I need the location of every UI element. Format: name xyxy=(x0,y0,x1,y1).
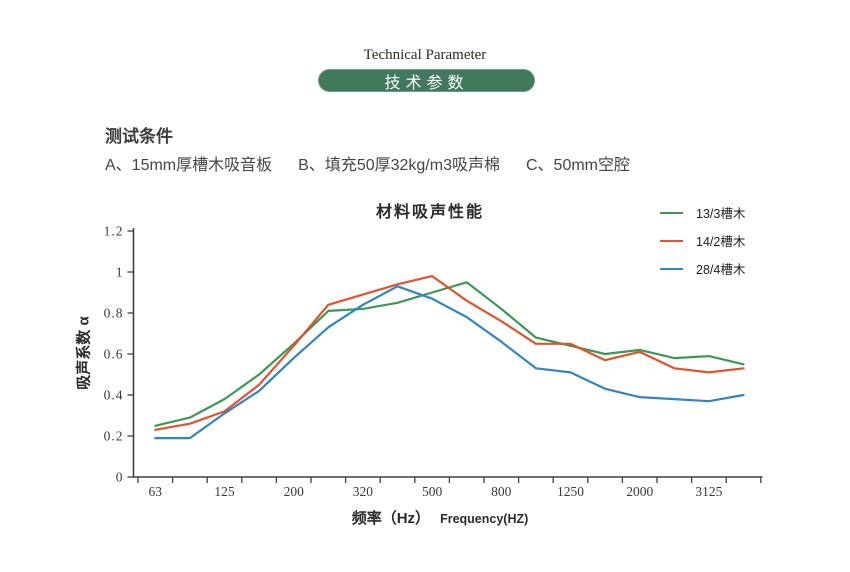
legend-label: 14/2槽木 xyxy=(696,235,746,249)
condition-item-a: A、15mm厚槽木吸音板 xyxy=(105,157,273,174)
legend-line-swatch xyxy=(660,211,683,214)
y-tick-label: 0.8 xyxy=(104,306,124,321)
y-tick-label: 0.4 xyxy=(104,388,124,403)
test-conditions-row: A、15mm厚槽木吸音板 B、填充50厚32kg/m3吸声棉 C、50mm空腔 xyxy=(105,151,825,175)
y-tick-label: 1.2 xyxy=(104,224,124,239)
y-tick-label: 0 xyxy=(116,470,124,485)
y-tick-label: 1 xyxy=(116,265,124,280)
x-tick-label: 63 xyxy=(149,484,163,499)
section-badge: 技术参数 xyxy=(318,69,535,92)
series-line-14/2槽木 xyxy=(154,274,745,431)
chart-legend: 13/3槽木 14/2槽木 28/4槽木 xyxy=(660,203,745,287)
header-english-title: Technical Parameter xyxy=(363,47,487,63)
test-conditions-heading: 测试条件 xyxy=(105,127,173,146)
x-axis-label-en: Frequency(HZ) xyxy=(440,512,529,526)
legend-label: 13/3槽木 xyxy=(696,207,746,221)
y-tick-label: 0.6 xyxy=(104,347,124,362)
condition-item-b: B、填充50厚32kg/m3吸声棉 xyxy=(298,157,500,174)
x-axis-label: 频率（Hz） Frequency(HZ) xyxy=(240,507,640,528)
x-tick-label: 1250 xyxy=(557,484,584,499)
x-tick-label: 500 xyxy=(422,484,443,499)
legend-item: 13/3槽木 xyxy=(660,203,745,222)
legend-line-swatch xyxy=(660,267,683,270)
x-tick-label: 2000 xyxy=(626,484,653,499)
x-tick-label: 125 xyxy=(214,484,235,499)
x-tick-label: 3125 xyxy=(695,484,722,499)
x-tick-label: 320 xyxy=(353,484,374,499)
chart-title: 材料吸声性能 xyxy=(375,204,484,221)
series-line-28/4槽木 xyxy=(154,285,745,440)
x-axis-label-zh: 频率（Hz） xyxy=(351,510,431,527)
x-tick-label: 800 xyxy=(491,484,512,499)
condition-item-c: C、50mm空腔 xyxy=(525,157,630,174)
legend-line-swatch xyxy=(660,239,683,242)
x-tick-label: 200 xyxy=(284,484,305,499)
legend-item: 14/2槽木 xyxy=(660,231,745,250)
series-line-13/3槽木 xyxy=(154,281,745,427)
legend-item: 28/4槽木 xyxy=(660,259,745,278)
legend-label: 28/4槽木 xyxy=(696,263,746,277)
y-tick-label: 0.2 xyxy=(104,429,124,444)
absorption-line-chart: 63 125 200 320 500 800 1250 2000 3125 0 0.2 0.4 0.6 0… xyxy=(104,224,763,499)
